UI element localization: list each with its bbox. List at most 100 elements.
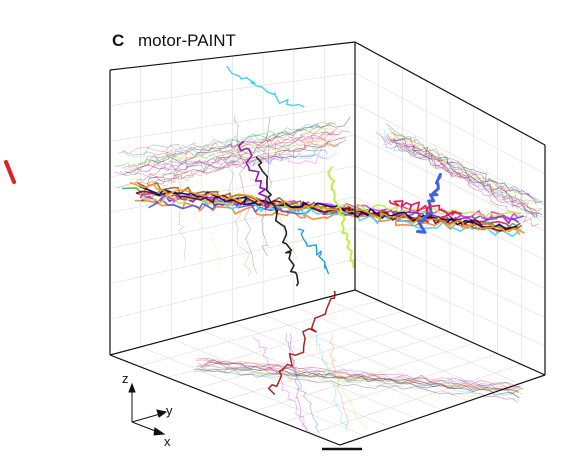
panel-label: C	[112, 31, 124, 50]
trajectory	[204, 358, 518, 392]
x-arrow	[131, 421, 159, 433]
trajectory	[383, 128, 545, 218]
trajectory	[392, 138, 543, 203]
trajectory	[376, 131, 540, 218]
trajectory	[327, 166, 355, 268]
trajectory	[388, 132, 541, 222]
trajectory	[142, 138, 338, 160]
grid-line	[311, 364, 522, 435]
trajectory	[147, 137, 347, 185]
trajectory	[134, 149, 328, 178]
trajectory	[199, 362, 520, 393]
trajectory	[383, 138, 543, 210]
grid-line	[324, 297, 520, 385]
z-arrowhead	[128, 382, 136, 393]
trajectory	[386, 134, 538, 218]
y-arrow	[131, 413, 161, 423]
trajectory	[267, 290, 336, 395]
trajectory	[196, 361, 520, 392]
trajectory	[329, 333, 349, 428]
trajectory	[195, 359, 522, 390]
trajectory	[289, 333, 307, 433]
grid-line	[109, 227, 356, 285]
trajectory	[119, 122, 337, 177]
trajectory	[388, 127, 537, 213]
trajectory	[135, 190, 517, 232]
trajectory	[130, 145, 322, 158]
z-label: z	[122, 371, 129, 386]
trajectory	[285, 332, 320, 434]
grid-line	[253, 342, 474, 412]
trajectory	[388, 137, 542, 216]
panel-title: motor-PAINT	[138, 31, 236, 50]
grid-line	[282, 353, 498, 423]
trajectory	[208, 367, 521, 401]
trajectory	[139, 185, 518, 230]
trajectory	[308, 333, 368, 431]
grid-line	[109, 165, 356, 213]
trajectory	[147, 152, 338, 166]
trajectory	[261, 117, 272, 257]
box-floor-front	[109, 354, 546, 446]
trajectory	[252, 337, 311, 433]
trajectory	[147, 133, 340, 187]
trajectory	[195, 365, 520, 398]
trajectory	[205, 359, 521, 391]
trajectory	[114, 139, 347, 176]
trajectory	[121, 126, 324, 156]
trajectory	[146, 142, 340, 186]
trajectory	[388, 200, 463, 216]
box-grid	[109, 45, 546, 437]
trajectory	[133, 148, 323, 186]
trajectory	[129, 181, 521, 235]
y-arrowhead	[156, 409, 168, 418]
grid-line	[354, 227, 546, 318]
trajectory	[255, 156, 300, 287]
trajectory	[124, 116, 351, 174]
x-arrowhead	[153, 427, 166, 436]
trajectory	[122, 155, 329, 170]
trajectory	[222, 151, 252, 276]
trajectory	[387, 138, 538, 201]
trajectory	[116, 127, 339, 188]
trajectory	[115, 121, 337, 168]
trajectory	[390, 131, 541, 206]
trajectory	[149, 131, 333, 160]
trajectory	[193, 369, 518, 403]
trajectory	[196, 357, 521, 387]
trajectory	[196, 362, 520, 395]
trajectory	[201, 367, 524, 390]
trajectory	[393, 145, 545, 205]
trajectory	[226, 65, 305, 108]
box-top-edge	[109, 41, 546, 146]
red-mark	[4, 160, 16, 184]
trajectory	[117, 133, 335, 155]
grid-line	[224, 332, 451, 401]
trajectory	[297, 228, 330, 275]
trajectory	[386, 123, 542, 215]
grid-line	[293, 305, 494, 393]
trajectory	[170, 157, 186, 260]
trajectory	[193, 370, 523, 395]
y-label: y	[166, 403, 173, 418]
grid-line	[263, 314, 469, 402]
trajectory	[138, 123, 320, 165]
trajectory	[385, 135, 540, 216]
trajectory	[117, 142, 337, 168]
grid-line	[354, 258, 546, 347]
trajectory	[238, 140, 271, 210]
x-label: x	[164, 434, 171, 449]
box-frame	[109, 41, 546, 446]
box-floor-back	[109, 289, 546, 376]
trajectory	[395, 142, 537, 206]
trajectory	[204, 359, 520, 399]
trajectories	[114, 65, 545, 434]
trajectory	[199, 367, 523, 391]
trajectory	[126, 122, 331, 171]
trajectory	[316, 333, 348, 431]
axis-indicator	[128, 382, 168, 436]
trajectory	[129, 123, 350, 181]
trajectory	[381, 136, 542, 212]
grid-line	[109, 258, 356, 320]
